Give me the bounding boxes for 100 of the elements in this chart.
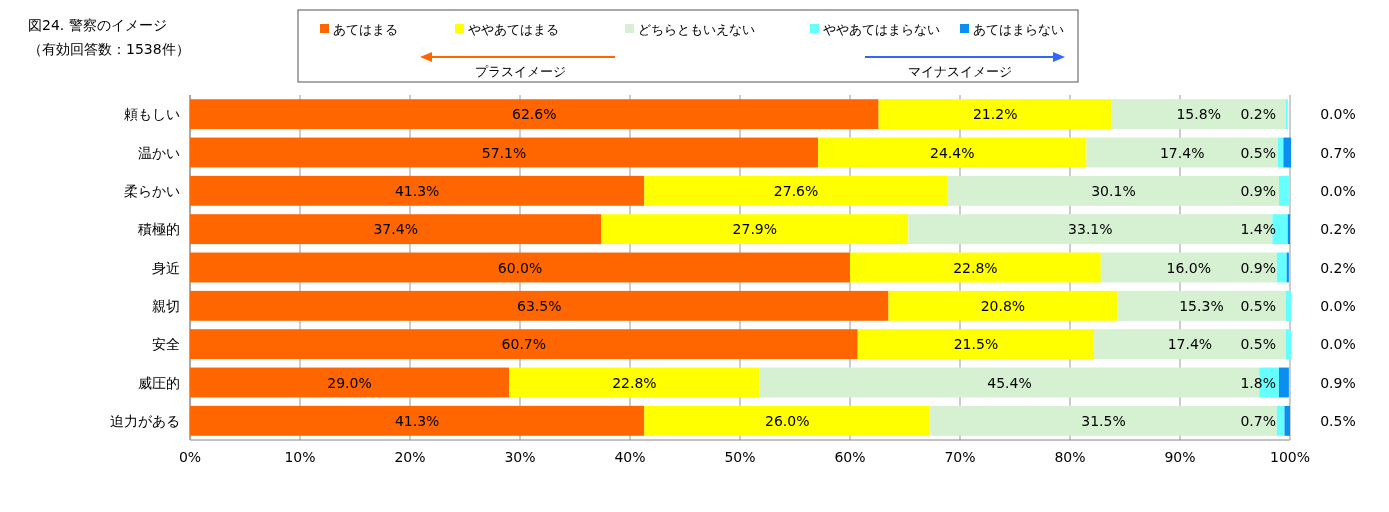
bar [1276,252,1287,283]
data-label: 0.2% [1240,106,1276,123]
data-label: 0.5% [1240,336,1276,353]
y-tick-label: 安全 [152,336,180,353]
legend-label: あてはまる [333,22,398,37]
bar [1284,405,1290,436]
y-tick-label: 頼もしい [124,106,180,123]
bar [850,252,1101,283]
data-label: 33.1% [1068,221,1113,238]
x-tick-label: 20% [394,449,426,465]
data-label: 0.0% [1320,336,1356,353]
data-label: 24.4% [930,144,975,161]
x-tick-label: 70% [944,449,976,465]
text: マイナスイメージ [908,64,1012,79]
bar [190,290,889,321]
bar [1279,175,1289,206]
x-tick-label: 10% [284,449,316,465]
y-tick-label: 積極的 [138,221,180,238]
bar [1117,290,1286,321]
y-tick-label: 柔らかい [124,182,180,199]
data-label: 45.4% [987,374,1032,391]
x-tick-label: 50% [724,449,756,465]
y-tick-label: 温かい [138,144,180,161]
y-tick-label: 身近 [152,259,180,276]
bar [888,290,1118,321]
data-label: 26.0% [765,412,810,429]
data-label: 0.9% [1240,182,1276,199]
x-tick-label: 0% [178,449,202,465]
data-label: 0.9% [1320,374,1356,391]
bar [190,252,850,283]
data-label: 63.5% [517,297,562,314]
data-label: 21.2% [972,106,1018,123]
data-label: 0.5% [1240,297,1276,314]
bar [509,367,760,398]
data-label: 22.8% [953,259,998,276]
bar [190,405,645,436]
y-tick-label: 迫力がある [110,412,180,429]
data-label: 57.1% [481,144,527,161]
data-label: 15.8% [1176,106,1221,123]
x-tick-label: 60% [834,449,866,465]
bar [190,175,645,206]
data-label: 16.0% [1166,259,1212,276]
bar [644,175,948,206]
bar [947,175,1279,206]
data-label: 0.0% [1320,297,1356,314]
data-label: 0.7% [1240,412,1276,429]
bar [1279,367,1289,398]
data-label: 1.4% [1240,221,1276,238]
legend-label: ややあてはまる [468,22,559,37]
data-label: 17.4% [1159,144,1205,161]
bar [1094,329,1286,360]
data-label: 0.2% [1320,221,1356,238]
bar [1086,137,1278,168]
data-label: 0.5% [1320,412,1356,429]
bar [1285,329,1292,360]
data-label: 37.4% [373,221,418,238]
bar [190,137,819,168]
chart-title: 図24. 警察のイメージ [28,17,167,33]
legend-label: どちらともいえない [638,22,755,37]
bar [190,214,602,245]
bar [1111,99,1286,130]
bar [878,99,1112,130]
data-label: 30.1% [1091,182,1136,199]
data-label: 0.7% [1320,144,1356,161]
x-tick-label: 90% [1164,449,1196,465]
data-label: 0.5% [1240,144,1276,161]
data-label: 41.3% [394,182,440,199]
data-label: 60.0% [497,259,543,276]
data-label: 29.0% [327,374,372,391]
y-tick-label: 威圧的 [138,374,180,391]
bar [1285,99,1288,130]
data-label: 60.7% [501,336,547,353]
legend-label: あてはまらない [973,22,1064,37]
x-tick-label: 30% [504,449,536,465]
legend-label: ややあてはまらない [823,22,940,37]
bar [1287,214,1290,245]
text: プラスイメージ [474,64,566,79]
data-label: 41.3% [394,412,440,429]
bar [644,405,931,436]
data-label: 31.5% [1081,412,1126,429]
data-label: 27.9% [732,221,778,238]
bar [1285,290,1292,321]
data-label: 0.0% [1320,106,1356,123]
y-tick-label: 親切 [152,297,180,314]
data-label: 21.5% [953,336,999,353]
data-label: 0.9% [1240,259,1276,276]
data-label: 0.2% [1320,259,1356,276]
data-label: 27.6% [773,182,819,199]
bar [857,329,1095,360]
bar [601,214,909,245]
data-label: 15.3% [1179,297,1224,314]
bar [930,405,1277,436]
x-tick-label: 100% [1269,449,1311,465]
data-label: 1.8% [1240,374,1276,391]
data-label: 62.6% [512,106,557,123]
data-label: 0.0% [1320,182,1356,199]
bar [190,329,858,360]
x-tick-label: 40% [614,449,646,465]
data-label: 17.4% [1167,336,1213,353]
bar [818,137,1087,168]
